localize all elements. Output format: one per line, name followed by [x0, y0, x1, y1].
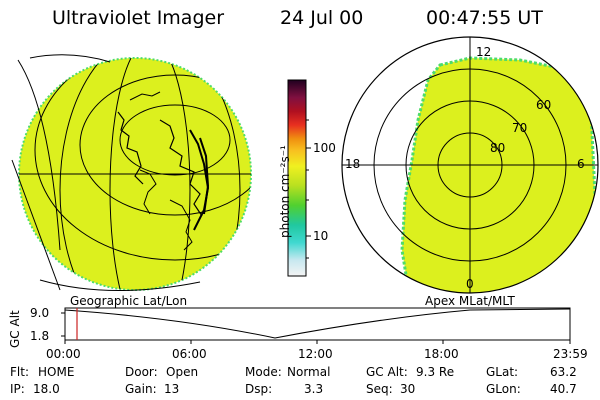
info-gcalt-value: 9.3 Re — [416, 365, 455, 379]
info-mode-value: Normal — [287, 365, 331, 379]
instrument-title: Ultraviolet Imager — [52, 7, 225, 29]
info-dsp-key: Dsp: — [245, 382, 273, 396]
time-label: 00:47:55 UT — [426, 7, 543, 29]
mlat-ring-80: 80 — [490, 141, 506, 155]
polar-plot — [341, 36, 599, 294]
info-door-value: Open — [166, 365, 199, 379]
mlt-label-12: 12 — [476, 45, 492, 59]
mlt-label-0: 0 — [466, 277, 474, 291]
altitude-xtick-1200: 12:00 — [298, 347, 333, 361]
info-gcalt-key: GC Alt: — [366, 365, 408, 379]
info-ip-key: IP: — [10, 382, 25, 396]
info-glon-value: 40.7 — [550, 382, 577, 396]
info-seq-value: 30 — [400, 382, 416, 396]
mlat-ring-70: 70 — [512, 121, 528, 135]
color-scale-bar — [287, 79, 311, 277]
altitude-xtick-0000: 00:00 — [46, 347, 81, 361]
info-ip-value: 18.0 — [33, 382, 60, 396]
mlt-label-6: 6 — [577, 157, 585, 171]
date-label: 24 Jul 00 — [280, 7, 364, 29]
info-dsp-value: 3.3 — [304, 382, 324, 396]
projection-right-label: Apex MLat/MLT — [425, 294, 515, 308]
info-glon-key: GLon: — [486, 382, 521, 396]
altitude-xtick-1800: 18:00 — [424, 347, 459, 361]
altitude-xtick-0600: 06:00 — [172, 347, 207, 361]
info-gain-key: Gain: — [125, 382, 157, 396]
info-glat-key: GLat: — [486, 365, 519, 379]
info-gain-value: 13 — [164, 382, 180, 396]
info-flt-key: Flt: — [10, 365, 29, 379]
colorbar-unit-label: photon cm⁻²s⁻¹ — [278, 145, 292, 238]
info-mode-key: Mode: — [245, 365, 282, 379]
mlt-label-18: 18 — [345, 157, 361, 171]
projection-left-label: Geographic Lat/Lon — [70, 294, 188, 308]
info-door-key: Door: — [125, 365, 158, 379]
info-glat-value: 63.2 — [550, 365, 577, 379]
colorbar-tick-10: 10 — [313, 229, 329, 243]
colorbar-tick-100: 100 — [313, 141, 336, 155]
info-seq-key: Seq: — [366, 382, 393, 396]
altitude-xtick-2359: 23:59 — [553, 347, 588, 361]
mlat-ring-60: 60 — [536, 98, 552, 112]
altitude-plot — [61, 307, 571, 344]
altitude-ymax: 9.0 — [30, 306, 50, 320]
altitude-axis-label: GC Alt — [8, 310, 22, 348]
info-flt-value: HOME — [38, 365, 75, 379]
altitude-ymin: 1.8 — [30, 329, 50, 343]
geographic-image — [11, 54, 252, 292]
